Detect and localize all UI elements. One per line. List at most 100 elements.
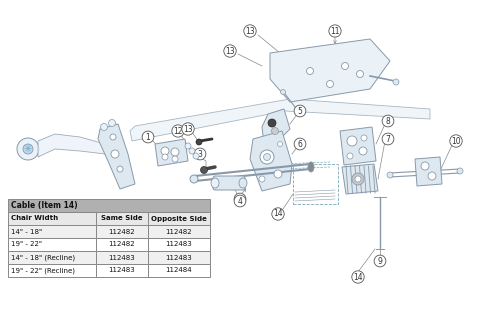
Text: Same Side: Same Side <box>101 215 143 222</box>
Circle shape <box>172 156 178 162</box>
Ellipse shape <box>17 138 39 160</box>
FancyBboxPatch shape <box>148 251 210 264</box>
Circle shape <box>260 150 274 164</box>
Polygon shape <box>250 131 292 191</box>
FancyBboxPatch shape <box>96 212 148 225</box>
Text: 6: 6 <box>298 139 302 149</box>
Text: 5: 5 <box>298 107 302 116</box>
Ellipse shape <box>308 162 314 172</box>
Circle shape <box>326 81 334 87</box>
Ellipse shape <box>23 144 33 154</box>
Polygon shape <box>155 139 188 166</box>
Text: Chair Width: Chair Width <box>11 215 58 222</box>
Text: 10: 10 <box>451 137 461 146</box>
Circle shape <box>264 154 270 160</box>
FancyBboxPatch shape <box>96 238 148 251</box>
Circle shape <box>196 139 202 145</box>
Text: 112482: 112482 <box>108 228 136 235</box>
Text: 2: 2 <box>238 194 242 204</box>
Text: 112483: 112483 <box>108 255 136 260</box>
Circle shape <box>387 172 393 178</box>
Text: 13: 13 <box>245 27 255 36</box>
Circle shape <box>162 154 168 160</box>
Circle shape <box>356 70 364 78</box>
FancyBboxPatch shape <box>96 251 148 264</box>
FancyBboxPatch shape <box>8 238 96 251</box>
Text: 19" - 22": 19" - 22" <box>11 242 42 248</box>
Circle shape <box>352 173 364 185</box>
Polygon shape <box>270 39 390 102</box>
Circle shape <box>268 119 276 127</box>
Circle shape <box>361 135 367 141</box>
Circle shape <box>185 143 191 149</box>
FancyBboxPatch shape <box>148 264 210 277</box>
FancyBboxPatch shape <box>96 264 148 277</box>
Text: 112483: 112483 <box>166 242 192 248</box>
Circle shape <box>306 67 314 74</box>
Circle shape <box>347 153 353 159</box>
Polygon shape <box>130 99 430 141</box>
Text: 14" - 18" (Recline): 14" - 18" (Recline) <box>11 254 75 261</box>
Circle shape <box>108 120 116 126</box>
Text: ✳: ✳ <box>24 144 32 154</box>
Text: 1: 1 <box>146 133 150 142</box>
Text: 14: 14 <box>273 210 283 218</box>
Circle shape <box>278 142 282 146</box>
Polygon shape <box>38 134 105 157</box>
FancyBboxPatch shape <box>148 225 210 238</box>
Polygon shape <box>415 157 442 186</box>
Text: 112483: 112483 <box>108 268 136 273</box>
Circle shape <box>189 148 195 154</box>
Circle shape <box>355 176 361 182</box>
Text: 12: 12 <box>174 126 183 136</box>
Ellipse shape <box>190 175 198 183</box>
Circle shape <box>421 162 429 170</box>
Text: Cable (Item 14): Cable (Item 14) <box>11 201 78 210</box>
Text: 112482: 112482 <box>166 228 192 235</box>
Circle shape <box>111 150 119 158</box>
Circle shape <box>272 128 278 134</box>
Text: 19" - 22" (Recline): 19" - 22" (Recline) <box>11 267 75 274</box>
FancyBboxPatch shape <box>213 176 245 190</box>
FancyBboxPatch shape <box>148 238 210 251</box>
Circle shape <box>274 170 282 178</box>
Circle shape <box>280 90 285 95</box>
Text: 14" - 18": 14" - 18" <box>11 228 42 235</box>
FancyBboxPatch shape <box>8 212 96 225</box>
Circle shape <box>393 79 399 85</box>
Text: Opposite Side: Opposite Side <box>151 215 207 222</box>
Text: 112483: 112483 <box>166 255 192 260</box>
Circle shape <box>347 136 357 146</box>
Polygon shape <box>340 127 376 165</box>
Text: 13: 13 <box>225 46 235 56</box>
Text: 112484: 112484 <box>166 268 192 273</box>
FancyBboxPatch shape <box>148 212 210 225</box>
Circle shape <box>428 172 436 180</box>
Circle shape <box>171 148 179 156</box>
FancyBboxPatch shape <box>96 225 148 238</box>
Circle shape <box>359 147 367 155</box>
FancyBboxPatch shape <box>8 251 96 264</box>
Text: 112482: 112482 <box>108 242 136 248</box>
Text: 13: 13 <box>183 125 193 133</box>
Circle shape <box>342 62 348 70</box>
Polygon shape <box>342 164 378 194</box>
Ellipse shape <box>239 178 247 188</box>
Text: 14: 14 <box>353 273 363 281</box>
Ellipse shape <box>211 178 219 188</box>
Circle shape <box>457 168 463 174</box>
Polygon shape <box>98 124 135 189</box>
Circle shape <box>110 134 116 140</box>
Polygon shape <box>262 109 290 144</box>
Text: 4: 4 <box>238 197 242 205</box>
Circle shape <box>100 124 107 130</box>
Circle shape <box>117 166 123 172</box>
Text: 3: 3 <box>198 150 202 159</box>
FancyBboxPatch shape <box>8 199 210 212</box>
Text: 7: 7 <box>386 134 390 143</box>
Text: 11: 11 <box>330 27 340 36</box>
Circle shape <box>161 147 169 155</box>
Circle shape <box>193 153 199 159</box>
Circle shape <box>259 176 265 182</box>
FancyBboxPatch shape <box>8 264 96 277</box>
